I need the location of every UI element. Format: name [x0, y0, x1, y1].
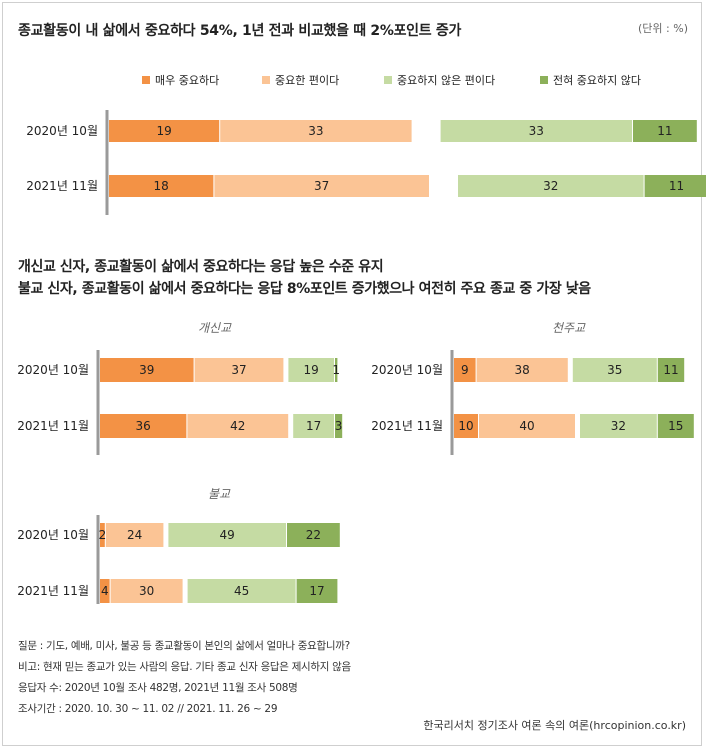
bar-segment: [657, 358, 685, 382]
data-label: 45: [234, 584, 249, 598]
data-label: 35: [607, 363, 622, 377]
category-label: 2020년 10월: [17, 528, 89, 542]
bar-segment: [109, 175, 214, 197]
data-label: 4: [101, 584, 109, 598]
bar-segment: [105, 523, 164, 547]
bar-segment: [214, 175, 429, 197]
bar-segment: [440, 120, 632, 142]
data-label: 3: [335, 419, 343, 433]
bar-segment: [458, 175, 644, 197]
data-label: 18: [154, 179, 169, 193]
footnote-remark: 비고: 현재 믿는 종교가 있는 사람의 응답. 기타 종교 신자 응답은 제시…: [18, 661, 351, 673]
data-label: 42: [230, 419, 245, 433]
bar-segment: [335, 358, 338, 382]
chart-title-protestant: 개신교: [198, 321, 232, 335]
legend-label: 중요한 편이다: [275, 74, 340, 87]
legend-item-very-important: 매우 중요하다: [142, 72, 219, 88]
data-label: 17: [306, 419, 321, 433]
data-label: 32: [543, 179, 558, 193]
data-label: 38: [515, 363, 530, 377]
data-label: 49: [220, 528, 235, 542]
legend-swatch: [540, 76, 548, 84]
data-label: 37: [314, 179, 329, 193]
data-label: 36: [136, 419, 151, 433]
data-label: 15: [668, 419, 683, 433]
bar-segment: [100, 579, 110, 603]
bar-segment: [454, 358, 476, 382]
legend-swatch: [142, 76, 150, 84]
bar-segment: [100, 358, 194, 382]
data-label: 11: [663, 363, 678, 377]
section-title-line2: 불교 신자, 종교활동이 삶에서 중요하다는 응답 8%포인트 증가했으나 여전…: [18, 281, 591, 297]
main-title: 종교활동이 내 삶에서 중요하다 54%, 1년 전과 비교했을 때 2%포인트…: [18, 23, 462, 39]
legend-item-somewhat-important: 중요한 편이다: [262, 72, 339, 88]
bar-segment: [109, 120, 220, 142]
section-title-line1: 개신교 신자, 종교활동이 삶에서 중요하다는 응답 높은 수준 유지: [18, 259, 384, 275]
legend-label: 매우 중요하다: [155, 74, 220, 87]
bar-segment: [287, 523, 340, 547]
data-label: 11: [669, 179, 684, 193]
bar-segment: [187, 579, 296, 603]
data-label: 22: [306, 528, 321, 542]
data-label: 17: [309, 584, 324, 598]
data-label: 32: [611, 419, 626, 433]
chart-title-catholic: 천주교: [552, 321, 586, 335]
data-label: 10: [458, 419, 473, 433]
unit-label: (단위 : %): [638, 22, 688, 35]
bar-segment: [168, 523, 286, 547]
footnote-question: 질문 : 기도, 예배, 미사, 불공 등 종교활동이 본인의 삶에서 얼마나 …: [18, 640, 350, 652]
footnote-period: 조사기간 : 2020. 10. 30 ~ 11. 02 // 2021. 11…: [18, 703, 278, 715]
data-label: 1: [332, 363, 340, 377]
bar-segment: [100, 414, 187, 438]
legend-item-not-very-important: 중요하지 않은 편이다: [384, 72, 495, 88]
category-label: 2021년 11월: [26, 179, 98, 193]
category-label: 2021년 11월: [17, 419, 89, 433]
data-label: 33: [529, 124, 544, 138]
data-label: 30: [139, 584, 154, 598]
category-label: 2020년 10월: [371, 363, 443, 377]
bar-segment: [187, 414, 289, 438]
bar-segment: [220, 120, 412, 142]
bar-segment: [288, 358, 334, 382]
bar-segment: [633, 120, 697, 142]
bar-segment: [110, 579, 183, 603]
bar-segment: [479, 414, 575, 438]
category-label: 2020년 10월: [17, 363, 89, 377]
data-label: 24: [127, 528, 142, 542]
bar-segment: [476, 358, 568, 382]
bar-segment: [194, 358, 284, 382]
data-label: 19: [304, 363, 319, 377]
bar-segment: [657, 414, 694, 438]
bar-segment: [572, 358, 657, 382]
bar-segment: [293, 414, 334, 438]
data-label: 39: [139, 363, 154, 377]
bar-segment: [644, 175, 706, 197]
data-label: 11: [657, 124, 672, 138]
data-label: 37: [231, 363, 246, 377]
category-label: 2020년 10월: [26, 124, 98, 138]
legend-label: 중요하지 않은 편이다: [397, 74, 496, 87]
source-credit: 한국리서치 정기조사 여론 속의 여론(hrcopinion.co.kr): [423, 719, 686, 732]
legend-swatch: [384, 76, 392, 84]
chart-title-buddhist: 불교: [208, 487, 231, 501]
data-label: 2: [99, 528, 107, 542]
bar-segment: [335, 414, 343, 438]
data-label: 9: [461, 363, 469, 377]
legend-label: 전혀 중요하지 않다: [553, 74, 641, 87]
bar-segment: [454, 414, 478, 438]
bar-segment: [100, 523, 105, 547]
bar-segment: [296, 579, 338, 603]
bar-segment: [580, 414, 657, 438]
category-label: 2021년 11월: [17, 584, 89, 598]
category-label: 2021년 11월: [371, 419, 443, 433]
data-label: 19: [156, 124, 171, 138]
data-label: 33: [308, 124, 323, 138]
legend-swatch: [262, 76, 270, 84]
data-label: 40: [519, 419, 534, 433]
footnote-respondents: 응답자 수: 2020년 10월 조사 482명, 2021년 11월 조사 5…: [18, 682, 298, 694]
legend-item-not-important-at-all: 전혀 중요하지 않다: [540, 72, 641, 88]
